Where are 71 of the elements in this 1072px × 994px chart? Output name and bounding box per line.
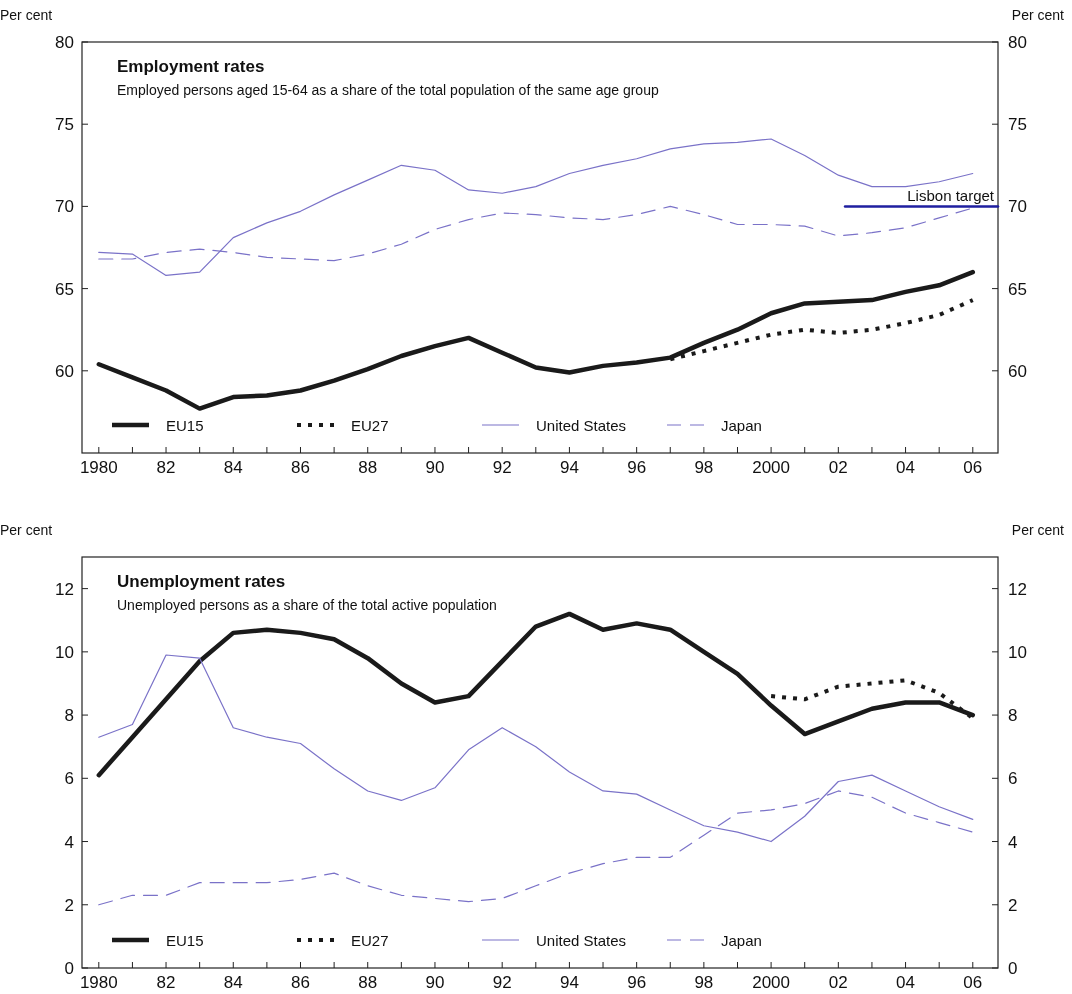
y-axis-title: Per cent — [0, 522, 53, 538]
x-tick-label: 98 — [694, 458, 714, 477]
x-tick-label: 90 — [425, 973, 445, 992]
x-tick-label: 86 — [291, 973, 310, 992]
y2-axis-title: Per cent — [1011, 522, 1065, 538]
y2-tick-label: 8 — [1008, 706, 1018, 726]
x-tick-label: 96 — [627, 973, 647, 992]
legend-label: Japan — [721, 932, 762, 949]
x-tick-label: 04 — [896, 458, 916, 477]
x-tick-label: 96 — [627, 458, 647, 477]
legend-label: United States — [536, 417, 627, 434]
x-tick-label: 88 — [358, 458, 378, 477]
y2-tick-label: 6 — [1008, 769, 1018, 789]
y-tick-label: 0 — [64, 959, 74, 978]
x-tick-label: 06 — [963, 458, 983, 477]
y-tick-label: 10 — [55, 642, 74, 662]
y-tick-label: 65 — [55, 279, 74, 299]
legend-label: EU15 — [166, 932, 204, 949]
x-tick-label: 2000 — [752, 973, 791, 992]
x-tick-label: 84 — [223, 973, 243, 992]
x-tick-label: 98 — [694, 973, 714, 992]
x-tick-label: 1980 — [79, 458, 118, 477]
y2-tick-label: 60 — [1008, 361, 1027, 381]
x-tick-label: 04 — [896, 973, 916, 992]
text: Unemployment rates — [117, 572, 286, 591]
x-tick-label: 94 — [559, 973, 579, 992]
x-tick-label: 2000 — [752, 458, 791, 477]
x-tick-label: 92 — [492, 458, 512, 477]
y-tick-label: 2 — [64, 895, 74, 915]
x-tick-label: 92 — [492, 973, 512, 992]
y2-tick-label: 2 — [1008, 895, 1018, 915]
y-tick-label: 75 — [55, 115, 74, 135]
x-tick-label: 94 — [559, 458, 579, 477]
line-series — [96, 269, 976, 411]
x-tick-label: 82 — [156, 973, 176, 992]
x-tick-label: 86 — [291, 458, 310, 477]
x-tick-label: 90 — [425, 458, 445, 477]
text: Unemployed persons as a share of the total active population — [117, 597, 497, 613]
y2-tick-label: 12 — [1008, 579, 1027, 599]
y2-tick-label: 4 — [1008, 832, 1018, 852]
y2-tick-label: 65 — [1008, 279, 1027, 299]
x-tick-label: 06 — [963, 973, 983, 992]
text: Employment rates — [117, 57, 265, 76]
legend-label: United States — [536, 932, 627, 949]
x-tick-label: 02 — [828, 458, 848, 477]
legend-label: Japan — [721, 417, 762, 434]
y-tick-label: 4 — [64, 832, 74, 852]
y-tick-label: 8 — [64, 706, 74, 726]
x-tick-label: 02 — [828, 973, 848, 992]
x-tick-label: 84 — [223, 458, 243, 477]
y2-axis-title: Per cent — [1011, 7, 1065, 23]
y-tick-label: 60 — [55, 361, 74, 381]
x-tick-label: 1980 — [79, 973, 118, 992]
y2-tick-label: 80 — [1008, 33, 1027, 52]
y2-tick-label: 0 — [1008, 959, 1018, 978]
y-tick-label: 80 — [55, 33, 74, 52]
line-series — [96, 611, 976, 778]
y2-tick-label: 10 — [1008, 642, 1027, 662]
y2-tick-label: 75 — [1008, 115, 1027, 135]
legend-label: EU27 — [351, 932, 389, 949]
x-tick-label: 82 — [156, 458, 176, 477]
y-tick-label: 6 — [64, 769, 74, 789]
legend-label: EU27 — [351, 417, 389, 434]
y2-tick-label: 70 — [1008, 197, 1027, 217]
y-axis-title: Per cent — [0, 7, 53, 23]
legend-label: EU15 — [166, 417, 204, 434]
y-tick-label: 70 — [55, 197, 74, 217]
x-tick-label: 88 — [358, 973, 378, 992]
y-tick-label: 12 — [55, 579, 74, 599]
series-label: Lisbon target — [907, 187, 995, 205]
text: Employed persons aged 15-64 as a share of the total population of the same age group — [117, 82, 659, 98]
